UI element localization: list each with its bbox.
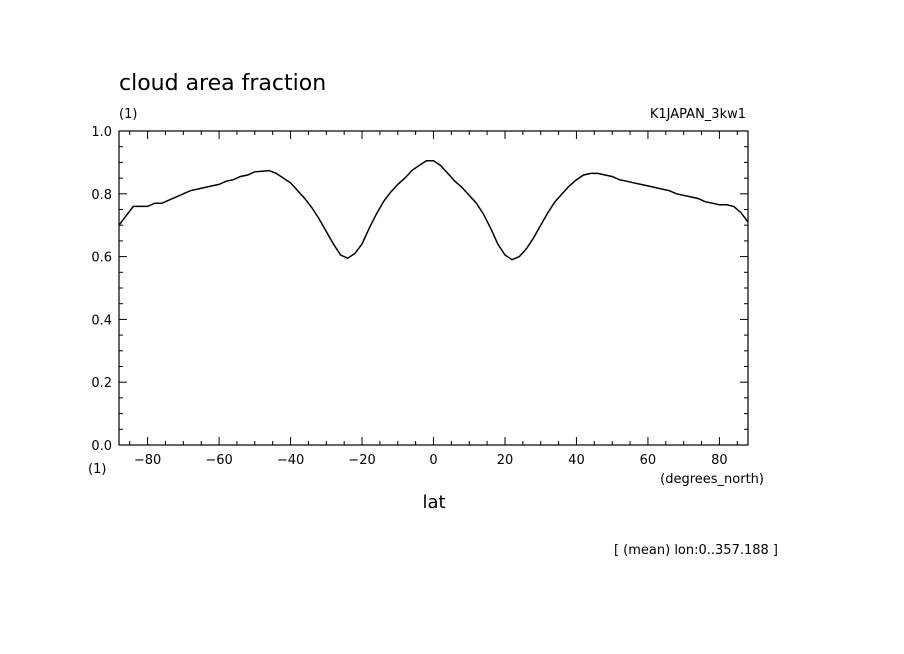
plot-frame xyxy=(118,130,749,446)
x-tick-label: 20 xyxy=(497,453,514,468)
x-tick-label: 40 xyxy=(568,453,585,468)
x-tick-label: −20 xyxy=(348,453,375,468)
footer-note: [ (mean) lon:0..357.188 ] xyxy=(614,543,778,558)
y-tick-label: 0.0 xyxy=(91,439,112,454)
y-tick-label: 0.6 xyxy=(91,251,112,266)
x-tick-label: 60 xyxy=(640,453,657,468)
y-tick-label: 1.0 xyxy=(91,125,112,140)
x-tick-label: 0 xyxy=(429,453,437,468)
x-tick-label: −60 xyxy=(205,453,232,468)
x-tick-label: 80 xyxy=(711,453,728,468)
y-tick-label: 0.2 xyxy=(91,376,112,391)
y-unit-top: (1) xyxy=(119,107,137,122)
x-tick-label: −40 xyxy=(277,453,304,468)
y-unit-bottom: (1) xyxy=(88,462,106,477)
y-axis: 0.0 0.2 0.4 0.6 0.8 1.0 xyxy=(91,125,748,454)
y-tick-label: 0.4 xyxy=(91,313,112,328)
chart-title: cloud area fraction xyxy=(119,71,326,96)
series-line xyxy=(118,160,749,261)
y-tick-label: 0.8 xyxy=(91,188,112,203)
x-unit: (degrees_north) xyxy=(660,472,764,487)
x-tick-label: −80 xyxy=(134,453,161,468)
x-axis: −80 −60 −40 −20 0 20 40 60 80 xyxy=(129,131,738,468)
dataset-label: K1JAPAN_3kw1 xyxy=(650,107,746,122)
x-axis-label: lat xyxy=(422,492,445,513)
